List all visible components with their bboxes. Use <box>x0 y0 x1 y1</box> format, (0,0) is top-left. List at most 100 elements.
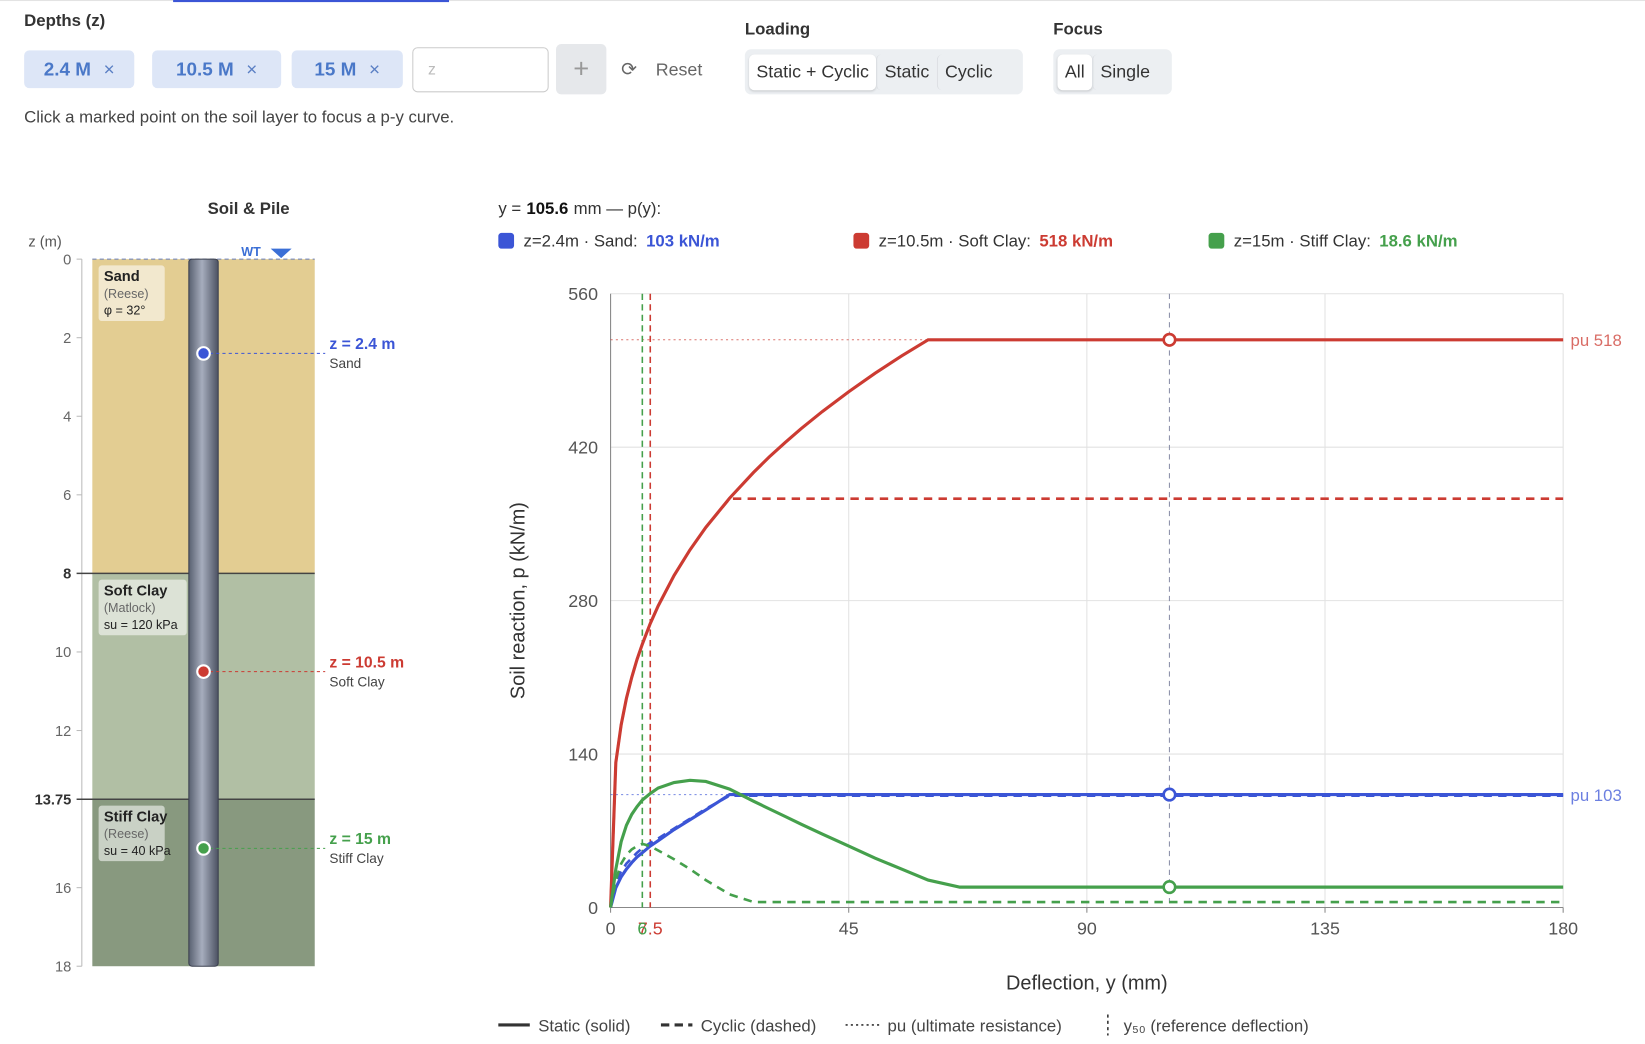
series-readout: z=10.5m · Soft Clay: 518 kN/m <box>879 232 1113 251</box>
loading-option[interactable]: Cyclic <box>936 54 1000 90</box>
layer-name: Sand <box>104 269 140 285</box>
layer-model: (Reese) <box>104 287 149 301</box>
layer-name: Stiff Clay <box>104 809 168 825</box>
depth-sublabel: Stiff Clay <box>329 851 383 866</box>
loading-option[interactable]: Static <box>876 54 936 90</box>
chip-text: 10.5 M <box>175 58 234 80</box>
layer-card <box>98 805 165 862</box>
chip-remove[interactable]: × <box>103 58 115 80</box>
y-tick-label: 6 <box>63 488 71 504</box>
y-axis-label: Soil reaction, p (kN/m) <box>508 502 530 699</box>
y-tick-label: 420 <box>568 437 598 457</box>
series-readout: z=2.4m · Sand: 103 kN/m <box>524 232 720 251</box>
y-tick-label: 0 <box>588 898 598 918</box>
wt-label: WT <box>241 245 261 259</box>
legend-label: y₅₀ (reference deflection) <box>1124 1016 1309 1035</box>
cursor-suffix: mm — p(y): <box>574 199 662 218</box>
legend-swatch <box>853 232 870 249</box>
chip-remove[interactable]: × <box>246 58 258 80</box>
x-tick-label: 0 <box>606 919 616 939</box>
series-value: 18.6 kN/m <box>1379 232 1457 251</box>
focus-option[interactable]: Single <box>1092 54 1157 90</box>
series-name: z=10.5m · Soft Clay: <box>879 232 1031 251</box>
depth-label: z = 10.5 m <box>329 654 404 671</box>
legend-label: Static (solid) <box>538 1016 630 1035</box>
cursor-point <box>1162 787 1177 802</box>
static-curve <box>609 778 1564 908</box>
y-tick-label: 2 <box>63 331 71 347</box>
y-tick-label: 560 <box>568 284 598 304</box>
layer-param: su = 40 kPa <box>104 844 171 858</box>
reset-text: Reset <box>655 59 703 80</box>
depth-point[interactable] <box>196 664 211 679</box>
y-tick-label: 4 <box>63 410 71 426</box>
depth-chip[interactable]: 10.5 M × <box>152 50 282 89</box>
series-name: z=2.4m · Sand: <box>524 232 638 251</box>
y50-label: 6 <box>637 919 647 939</box>
pile <box>188 258 219 967</box>
cursor-value: 105.6 <box>526 199 568 218</box>
depth-point[interactable] <box>196 841 211 856</box>
chip-text: 2.4 M <box>43 58 92 80</box>
loading-option[interactable]: Static + Cyclic <box>749 54 877 90</box>
legend-swatch <box>1208 232 1225 249</box>
series-readout: z=15m · Stiff Clay: 18.6 kN/m <box>1234 232 1458 251</box>
chip-remove[interactable]: × <box>369 58 381 80</box>
boundary-label: 8 <box>63 567 71 583</box>
depth-chip[interactable]: 15 M × <box>291 50 403 89</box>
top-border <box>0 0 1645 2</box>
tab-indicator <box>173 0 450 3</box>
boundary-label: 13.75 <box>35 793 72 809</box>
loading-label: Loading <box>744 20 811 39</box>
pu-label: pu 103 <box>1571 786 1622 805</box>
add-button[interactable]: + <box>556 44 607 95</box>
input-placeholder: z <box>428 60 436 79</box>
layer-model: (Reese) <box>104 827 149 841</box>
pu-label: pu 518 <box>1571 331 1622 350</box>
static-curve <box>609 793 1564 908</box>
cursor-readout: y = 105.6 mm — p(y): <box>498 199 661 218</box>
series-name: z=15m · Stiff Clay: <box>1234 232 1371 251</box>
depth-chip[interactable]: 2.4 M × <box>24 50 135 89</box>
y-axis-label: z (m) <box>28 235 61 251</box>
x-tick-label: 45 <box>839 919 859 939</box>
x-tick-label: 135 <box>1310 919 1340 939</box>
x-tick-label: 90 <box>1077 919 1097 939</box>
reset-button[interactable]: Reset <box>656 60 703 81</box>
y-tick-label: 10 <box>55 645 71 661</box>
chart-title: Soil & Pile <box>208 199 290 218</box>
cursor-point <box>1162 332 1177 347</box>
y-tick-label: 18 <box>55 959 71 975</box>
chip-text: 15 M <box>314 58 357 80</box>
series-value: 103 kN/m <box>646 232 720 251</box>
focus-option[interactable]: All <box>1057 54 1093 90</box>
static-curve <box>609 338 1564 908</box>
depths-label: Depths (z) <box>24 12 106 31</box>
layer-card <box>98 579 187 636</box>
y-tick-label: 140 <box>568 744 598 764</box>
y-tick-label: 0 <box>63 252 71 268</box>
series-value: 518 kN/m <box>1039 232 1113 251</box>
focus-toggle: All Single <box>1053 49 1172 95</box>
depth-input[interactable]: z <box>412 47 549 93</box>
x-tick-label: 180 <box>1548 919 1578 939</box>
hint: Click a marked point on the soil layer t… <box>24 109 455 127</box>
layer-param: φ = 32° <box>104 304 146 318</box>
x-axis-label: Deflection, y (mm) <box>1006 972 1168 994</box>
depth-sublabel: Sand <box>329 356 361 371</box>
depth-point[interactable] <box>196 346 211 361</box>
depth-label: z = 2.4 m <box>329 336 395 353</box>
depth-sublabel: Soft Clay <box>329 674 384 689</box>
y-tick-label: 16 <box>55 881 71 897</box>
reset-icon[interactable]: ⟳ <box>621 58 637 80</box>
layer-model: (Matlock) <box>104 601 156 615</box>
loading-toggle: Static + Cyclic Static Cyclic <box>744 49 1023 95</box>
wt-symbol <box>270 248 292 259</box>
y-tick-label: 280 <box>568 591 598 611</box>
legend-label: pu (ultimate resistance) <box>888 1016 1062 1035</box>
depth-label: z = 15 m <box>329 831 391 848</box>
layer-card <box>98 265 165 322</box>
